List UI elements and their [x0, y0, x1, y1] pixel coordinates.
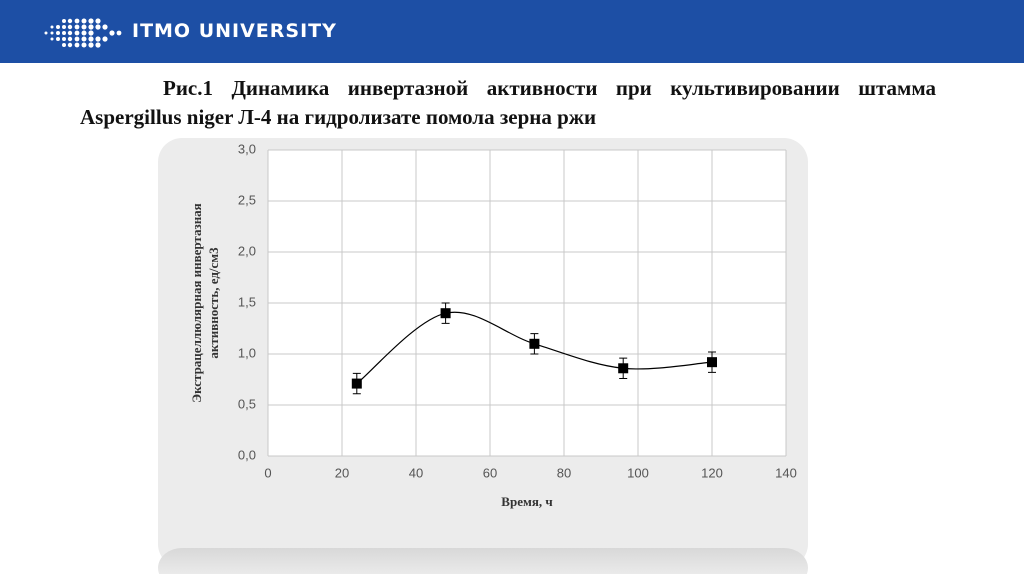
x-tick-label: 100	[627, 465, 649, 480]
header-bar: ITMO UNIVERSITY	[0, 0, 1024, 63]
data-point	[529, 338, 540, 349]
x-axis-label: Время, ч	[501, 494, 552, 509]
y-tick-label: 2,5	[238, 192, 256, 207]
y-axis-label-group: Экстрацеллюлярная инвертазная активность,…	[189, 203, 221, 402]
y-axis-label: Экстрацеллюлярная инвертазная	[189, 203, 204, 402]
y-tick-label: 1,0	[238, 345, 256, 360]
x-tick-label: 20	[335, 465, 349, 480]
data-point	[351, 378, 362, 389]
y-tick-label: 0,5	[238, 396, 256, 411]
y-tick-label: 3,0	[238, 141, 256, 156]
x-tick-label: 40	[409, 465, 423, 480]
y-tick-label: 2,0	[238, 243, 256, 258]
data-point	[618, 363, 629, 374]
brand-name: ITMO UNIVERSITY	[132, 20, 337, 42]
data-point	[440, 308, 451, 319]
y-tick-label: 1,5	[238, 294, 256, 309]
logo-dots	[44, 18, 122, 48]
figure-caption: Рис.1 Динамика инвертазной активности пр…	[80, 76, 936, 129]
x-tick-label: 0	[264, 465, 271, 480]
x-tick-label: 60	[483, 465, 497, 480]
y-tick-label: 0,0	[238, 447, 256, 462]
panel-reflection	[158, 548, 808, 574]
x-tick-label: 140	[775, 465, 797, 480]
x-tick-label: 120	[701, 465, 723, 480]
data-point	[707, 357, 717, 368]
y-axis-label: активность, ед/см3	[206, 247, 221, 359]
x-tick-label: 80	[557, 465, 571, 480]
